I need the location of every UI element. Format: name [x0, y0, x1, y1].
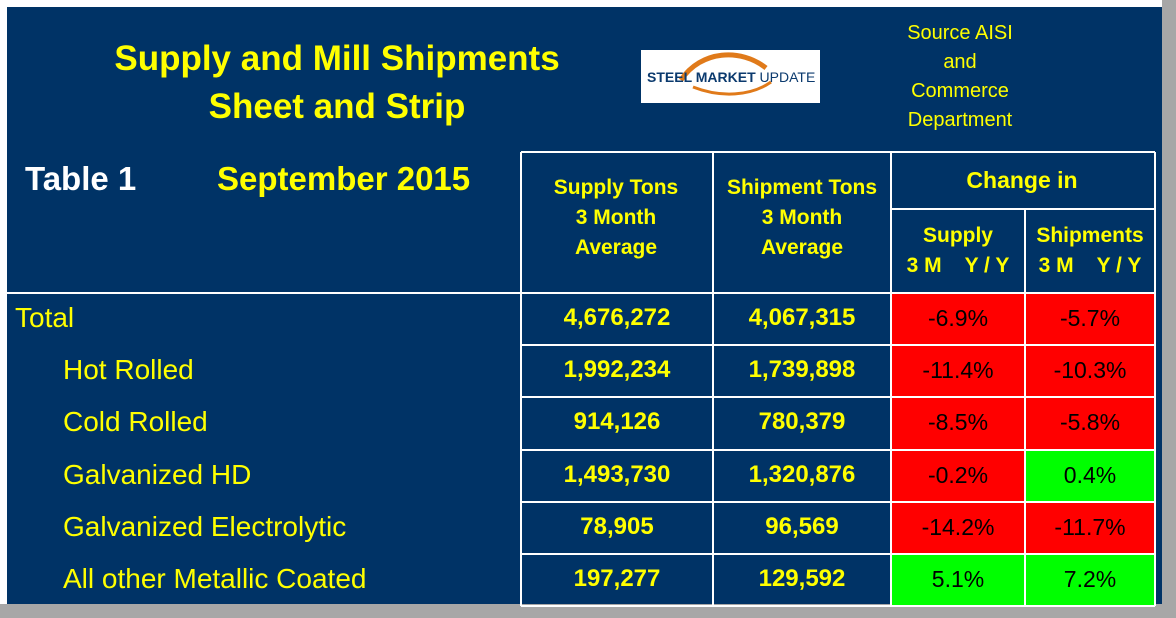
shipment-header-line-3: Average — [760, 236, 844, 259]
grid-hline — [521, 448, 1155, 451]
change-shipments-cell-bg — [1025, 397, 1155, 450]
change-subheader-line — [891, 208, 1155, 210]
change-supply-cell-bg — [891, 449, 1025, 502]
grid-hline — [521, 344, 1155, 347]
supply-tons-value: 78,905 — [580, 512, 654, 540]
change-shipments-header: Shipments 3 M Y / Y — [1025, 221, 1155, 281]
row-label: Galvanized Electrolytic — [63, 510, 347, 542]
change-supply-cell-bg — [891, 501, 1025, 554]
change-supply-value: -6.9% — [927, 305, 989, 331]
grid-hline — [521, 500, 1155, 503]
logo-text-light: UPDATE — [755, 69, 816, 85]
change-shipments-value: -11.7% — [1054, 513, 1126, 540]
grid-hline — [521, 396, 1155, 399]
shipment-header-line-2: 3 Month — [761, 206, 843, 229]
shipment-tons-value: 129,592 — [758, 565, 846, 592]
shipment-header-line-1: Shipment Tons — [726, 176, 878, 199]
grid-hline — [7, 292, 1155, 294]
change-shipments-value: -5.8% — [1059, 409, 1121, 436]
supply-header-line-2: 3 Month — [575, 206, 657, 229]
change-shipments-value: 0.4% — [1063, 461, 1117, 488]
change-shipments-cell-bg — [1025, 293, 1155, 346]
shipment-tons-value: 1,739,898 — [748, 356, 856, 384]
source-line-4: Department — [907, 109, 1013, 131]
logo-swoosh-icon — [678, 52, 772, 96]
change-supply-value: -0.2% — [927, 461, 989, 488]
change-shipments-cell-bg — [1025, 554, 1155, 607]
supply-tons-value: 1,992,234 — [563, 356, 671, 384]
logo-text-bold: STEEL MARKET — [647, 69, 756, 85]
change-supply-value: -8.5% — [927, 409, 989, 436]
shipment-tons-value: 780,379 — [758, 408, 846, 436]
grid-vline — [712, 152, 714, 607]
supply-tons-value: 1,493,730 — [563, 460, 671, 488]
shipment-tons-value: 96,569 — [765, 512, 839, 540]
change-in-header: Change in — [966, 167, 1078, 193]
grid-vline — [1154, 152, 1156, 607]
steel-market-update-logo: STEEL MARKET UPDATE — [641, 50, 820, 103]
change-shipments-value: 7.2% — [1063, 566, 1117, 592]
supply-tons-value: 914,126 — [573, 408, 661, 436]
row-label: Galvanized HD — [63, 458, 252, 490]
shipment-tons-header: Shipment Tons 3 Month Average — [713, 173, 891, 263]
change-supply-header-line-2: 3 M Y / Y — [906, 254, 1010, 277]
title-line-2: Sheet and Strip — [208, 87, 466, 126]
supply-header-line-1: Supply Tons — [553, 176, 679, 199]
shipment-tons-value: 4,067,315 — [748, 304, 856, 331]
change-supply-value: -11.4% — [922, 357, 994, 384]
supply-tons-value: 197,277 — [573, 565, 661, 592]
table-label: Table 1 — [25, 160, 137, 197]
grid-vline — [1024, 209, 1026, 607]
change-supply-value: 5.1% — [931, 566, 985, 592]
header-top-line — [521, 151, 1155, 153]
source-line-3: Commerce — [911, 80, 1009, 102]
grid-hline — [521, 553, 1155, 555]
change-supply-cell-bg — [891, 293, 1025, 346]
change-supply-value: -14.2% — [921, 513, 995, 540]
source-line-1: Source AISI — [907, 22, 1013, 44]
change-shipments-cell-bg — [1025, 449, 1155, 502]
change-supply-header: Supply 3 M Y / Y — [891, 221, 1025, 281]
supply-header-line-3: Average — [574, 236, 658, 259]
grid-hline — [521, 605, 1155, 608]
row-label: Hot Rolled — [63, 354, 194, 386]
logo-text: STEEL MARKET UPDATE — [647, 68, 819, 86]
supply-tons-value: 4,676,272 — [563, 304, 671, 331]
grid-vline — [890, 152, 892, 607]
supply-tons-header: Supply Tons 3 Month Average — [521, 173, 711, 263]
change-shipments-value: -5.7% — [1059, 305, 1121, 331]
row-label: Cold Rolled — [63, 406, 208, 438]
change-shipments-header-line-1: Shipments — [1036, 224, 1144, 247]
source-note: Source AISI and Commerce Department — [855, 19, 1065, 135]
period-label: September 2015 — [217, 160, 471, 197]
change-supply-cell-bg — [891, 345, 1025, 398]
change-shipments-header-line-2: 3 M Y / Y — [1038, 254, 1142, 277]
change-supply-header-line-1: Supply — [922, 224, 993, 247]
change-supply-cell-bg — [891, 554, 1025, 607]
title-line-1: Supply and Mill Shipments — [114, 39, 560, 78]
shipment-tons-value: 1,320,876 — [748, 460, 856, 488]
row-label: All other Metallic Coated — [63, 563, 367, 594]
change-supply-cell-bg — [891, 397, 1025, 450]
table-panel: Supply and Mill Shipments Sheet and Stri… — [7, 7, 1162, 608]
source-line-2: and — [943, 51, 977, 73]
change-shipments-cell-bg — [1025, 345, 1155, 398]
grid-vline — [520, 152, 522, 607]
change-shipments-cell-bg — [1025, 501, 1155, 554]
row-label: Total — [15, 302, 75, 333]
change-shipments-value: -10.3% — [1053, 357, 1127, 384]
